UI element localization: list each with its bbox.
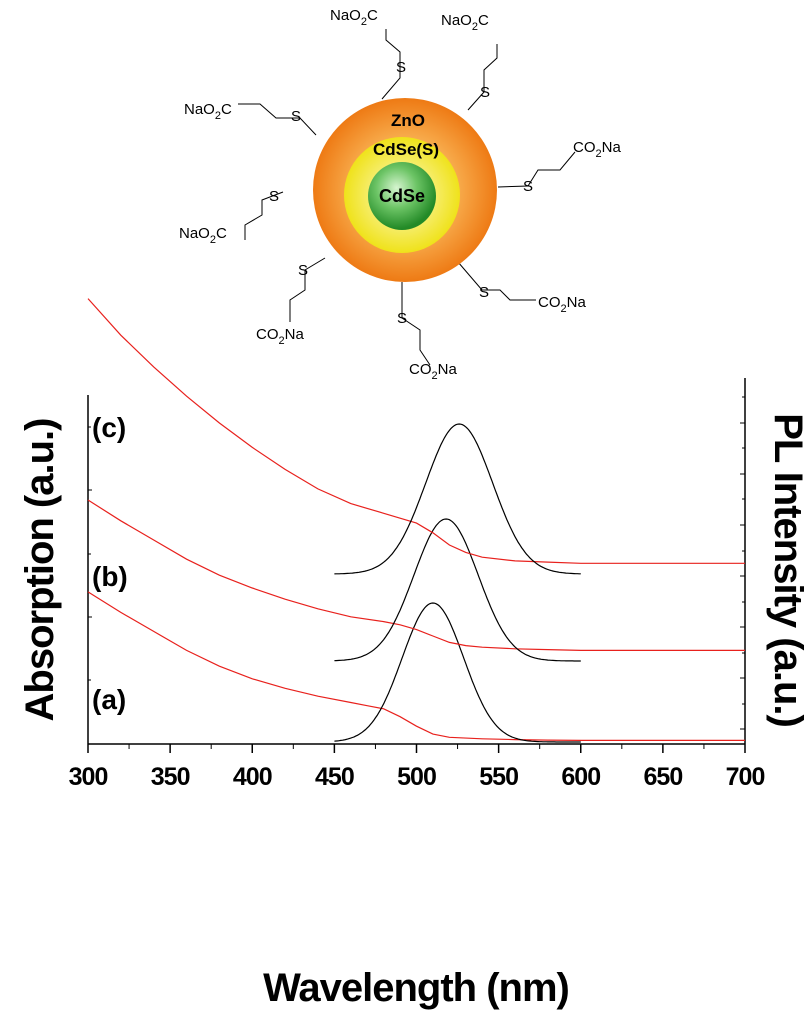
ligand-chain (238, 103, 317, 136)
x-tick-label: 550 (479, 763, 518, 791)
y-ticks (88, 396, 745, 745)
sulfur-label: S (298, 262, 308, 279)
right-axis-title: PL Intensity (a.u.) (766, 413, 806, 727)
plot-area: 300 350 400 450 500 550 600 650 700 (a) (b) (c) (69, 298, 765, 791)
ligand-chain (401, 282, 431, 366)
absorption-curve (87, 591, 745, 741)
sulfur-label: S (269, 188, 279, 205)
absorption-curve (87, 499, 745, 651)
x-ticks: 300 350 400 450 500 550 600 650 700 (69, 744, 765, 791)
left-axis-title: Absorption (a.u.) (18, 419, 62, 722)
carboxylate-label: NaO2C (441, 12, 489, 33)
ligand-labels: S NaO2C S NaO2C S NaO2C S NaO2C S CO2Na S CO2Na S CO2… (179, 7, 621, 382)
carboxylate-label: CO2Na (409, 361, 457, 382)
nanoparticle-diagram: ZnO CdSe(S) CdSe S NaO2C S NaO2C S NaO2C S NaO2… (179, 7, 621, 382)
carboxylate-label: CO2Na (573, 139, 621, 160)
ligand-chain (457, 261, 536, 301)
sulfur-label: S (397, 310, 407, 327)
pl-curve (334, 602, 581, 743)
core-label: CdSe (379, 186, 425, 206)
ligand-chain (497, 151, 576, 188)
carboxylate-label: NaO2C (330, 7, 378, 28)
ligand-chain (244, 191, 284, 240)
pl-curve (334, 423, 581, 575)
sulfur-label: S (480, 84, 490, 101)
x-tick-label: 700 (726, 763, 765, 791)
panel-labels: (a) (b) (c) (92, 412, 128, 715)
ligand-chain (467, 44, 498, 111)
carboxylate-label: NaO2C (184, 101, 232, 122)
x-tick-label: 450 (315, 763, 354, 791)
x-axis-title: Wavelength (nm) (263, 966, 569, 1010)
x-tick-label: 400 (233, 763, 272, 791)
sulfur-label: S (523, 178, 533, 195)
ligand-chain (289, 257, 326, 322)
panel-label: (b) (92, 561, 128, 592)
sulfur-label: S (396, 59, 406, 76)
ligand-chains (238, 29, 576, 366)
x-tick-label: 650 (644, 763, 683, 791)
inner-shell-label: CdSe(S) (373, 140, 439, 159)
panel-label: (c) (92, 412, 126, 443)
sulfur-label: S (291, 108, 301, 125)
ligand-chain (381, 29, 401, 100)
absorption-curve (87, 298, 745, 564)
x-tick-label: 350 (151, 763, 190, 791)
panel-label: (a) (92, 684, 126, 715)
carboxylate-label: CO2Na (256, 326, 304, 347)
cdse-core (368, 162, 436, 230)
x-tick-label: 500 (397, 763, 436, 791)
carboxylate-label: CO2Na (538, 294, 586, 315)
x-tick-label: 300 (69, 763, 108, 791)
sulfur-label: S (479, 284, 489, 301)
outer-shell-label: ZnO (391, 111, 425, 130)
carboxylate-label: NaO2C (179, 225, 227, 246)
curves (87, 298, 745, 743)
pl-curve (334, 518, 581, 662)
x-tick-label: 600 (561, 763, 600, 791)
